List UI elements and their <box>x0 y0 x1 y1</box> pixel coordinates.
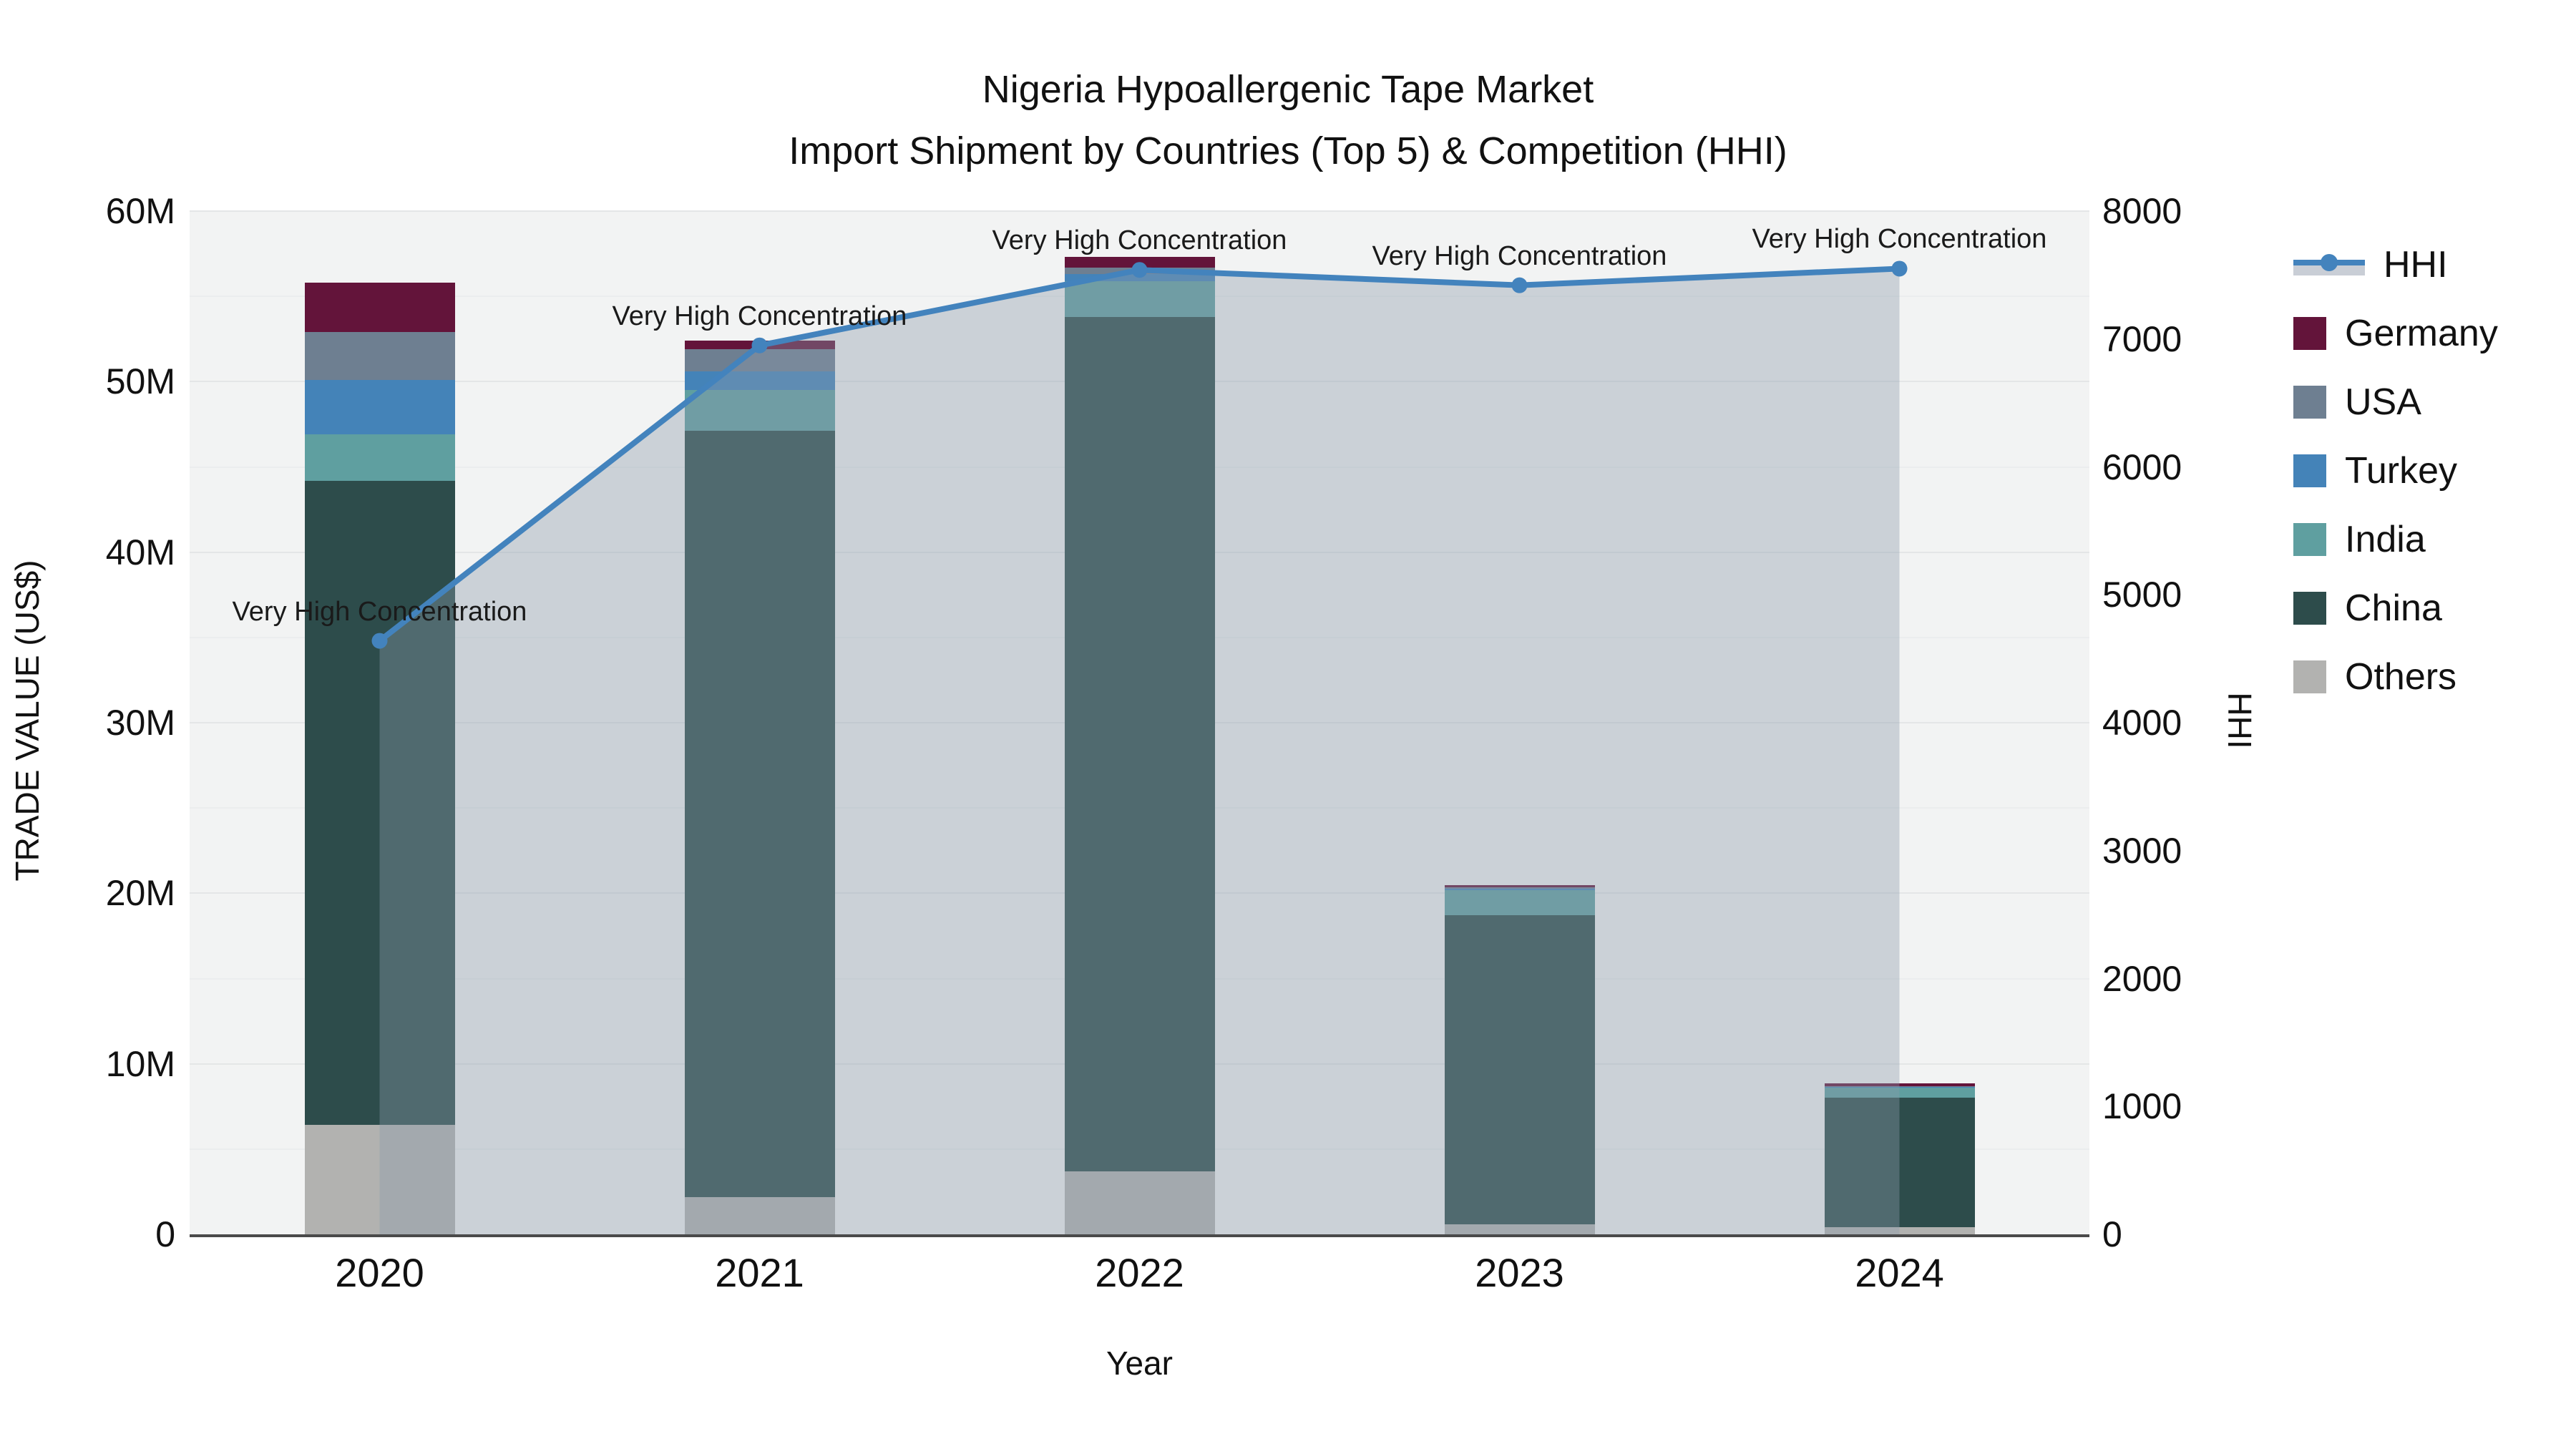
plot-area: Very High Concentration Very High Concent… <box>190 210 2089 1237</box>
others-swatch-icon <box>2293 660 2326 693</box>
bar-segment-china-2021 <box>684 431 835 1197</box>
x-tick-2024: 2024 <box>1855 1250 1944 1295</box>
bar-segment-germany-2023 <box>1444 884 1595 888</box>
y-right-tick-6000: 6000 <box>2102 447 2182 487</box>
legend-item-india[interactable]: India <box>2293 519 2498 560</box>
x-tick-2023: 2023 <box>1475 1250 1564 1295</box>
legend-label: USA <box>2345 381 2421 423</box>
legend-item-hhi[interactable]: HHI <box>2293 245 2498 285</box>
bar-segment-others-2023 <box>1444 1224 1595 1234</box>
germany-swatch-icon <box>2293 317 2326 350</box>
bar-segment-germany-2021 <box>684 341 835 350</box>
y-right-tick-1000: 1000 <box>2102 1086 2182 1127</box>
bar-segment-usa-2021 <box>684 349 835 372</box>
india-swatch-icon <box>2293 523 2326 556</box>
bar-segment-india-2024 <box>1824 1088 1975 1098</box>
gridline-60M <box>190 210 2089 212</box>
legend-label: Turkey <box>2345 450 2457 492</box>
y-right-tick-0: 0 <box>2102 1214 2122 1254</box>
bar-segment-china-2022 <box>1064 316 1215 1171</box>
usa-swatch-icon <box>2293 386 2326 419</box>
legend-item-usa[interactable]: USA <box>2293 382 2498 422</box>
bar-segment-india-2022 <box>1064 280 1215 317</box>
x-tick-2020: 2020 <box>335 1250 424 1295</box>
bar-segment-others-2021 <box>684 1196 835 1234</box>
legend: HHI Germany USA Turkey India China Other… <box>2293 245 2498 726</box>
hhi-line-icon <box>2293 248 2365 281</box>
x-tick-2022: 2022 <box>1095 1250 1184 1295</box>
annotation-2021: Very High Concentration <box>612 301 907 331</box>
y-left-tick-20M: 20M <box>105 873 175 914</box>
bar-segment-usa-2024 <box>1824 1086 1975 1088</box>
y-left-tick-0: 0 <box>155 1214 175 1254</box>
bar-segment-usa-2022 <box>1064 267 1215 275</box>
legend-item-turkey[interactable]: Turkey <box>2293 451 2498 491</box>
y-left-tick-10M: 10M <box>105 1043 175 1084</box>
chart-title-line-1: Nigeria Hypoallergenic Tape Market <box>982 68 1594 111</box>
legend-label: India <box>2345 519 2426 560</box>
china-swatch-icon <box>2293 592 2326 625</box>
bar-segment-germany-2022 <box>1064 257 1215 268</box>
bar-segment-turkey-2023 <box>1444 888 1595 890</box>
x-axis-title: Year <box>1106 1345 1173 1382</box>
bar-segment-china-2024 <box>1824 1097 1975 1227</box>
y-right-tick-4000: 4000 <box>2102 703 2182 743</box>
bar-segment-china-2023 <box>1444 915 1595 1224</box>
y-left-tick-40M: 40M <box>105 532 175 572</box>
legend-label: HHI <box>2384 244 2448 286</box>
annotation-2022: Very High Concentration <box>992 225 1287 256</box>
y-left-tick-60M: 60M <box>105 191 175 231</box>
bar-segment-turkey-2020 <box>304 379 455 435</box>
bar-segment-india-2023 <box>1444 889 1595 916</box>
legend-label: Others <box>2345 656 2457 698</box>
hhi-marker-2023 <box>1511 277 1528 293</box>
y-right-tick-5000: 5000 <box>2102 575 2182 615</box>
bar-segment-india-2021 <box>684 390 835 431</box>
y-right-tick-8000: 8000 <box>2102 191 2182 231</box>
y-left-tick-30M: 30M <box>105 703 175 743</box>
bar-segment-india-2020 <box>304 434 455 481</box>
legend-item-china[interactable]: China <box>2293 588 2498 628</box>
legend-item-others[interactable]: Others <box>2293 657 2498 697</box>
y-left-tick-50M: 50M <box>105 361 175 402</box>
y-right-tick-7000: 7000 <box>2102 318 2182 359</box>
legend-label: China <box>2345 587 2442 629</box>
bar-segment-turkey-2024 <box>1824 1087 1975 1088</box>
bar-segment-others-2024 <box>1824 1226 1975 1234</box>
bar-segment-others-2022 <box>1064 1171 1215 1234</box>
turkey-swatch-icon <box>2293 454 2326 487</box>
annotation-2020: Very High Concentration <box>232 596 527 627</box>
bar-segment-turkey-2022 <box>1064 274 1215 281</box>
annotation-2023: Very High Concentration <box>1372 240 1667 271</box>
bar-segment-germany-2020 <box>304 283 455 333</box>
annotation-2024: Very High Concentration <box>1752 224 2047 255</box>
y-right-tick-3000: 3000 <box>2102 830 2182 871</box>
legend-label: Germany <box>2345 313 2498 354</box>
legend-item-germany[interactable]: Germany <box>2293 313 2498 353</box>
y-right-tick-2000: 2000 <box>2102 958 2182 999</box>
chart-title-line-2: Import Shipment by Countries (Top 5) & C… <box>789 130 1787 172</box>
bar-segment-others-2020 <box>304 1125 455 1234</box>
bar-segment-germany-2024 <box>1824 1083 1975 1087</box>
bar-segment-china-2020 <box>304 480 455 1126</box>
bar-segment-usa-2020 <box>304 332 455 380</box>
x-tick-2021: 2021 <box>715 1250 804 1295</box>
bar-segment-usa-2023 <box>1444 887 1595 889</box>
hhi-marker-2024 <box>1891 260 1908 277</box>
bar-segment-turkey-2021 <box>684 371 835 391</box>
